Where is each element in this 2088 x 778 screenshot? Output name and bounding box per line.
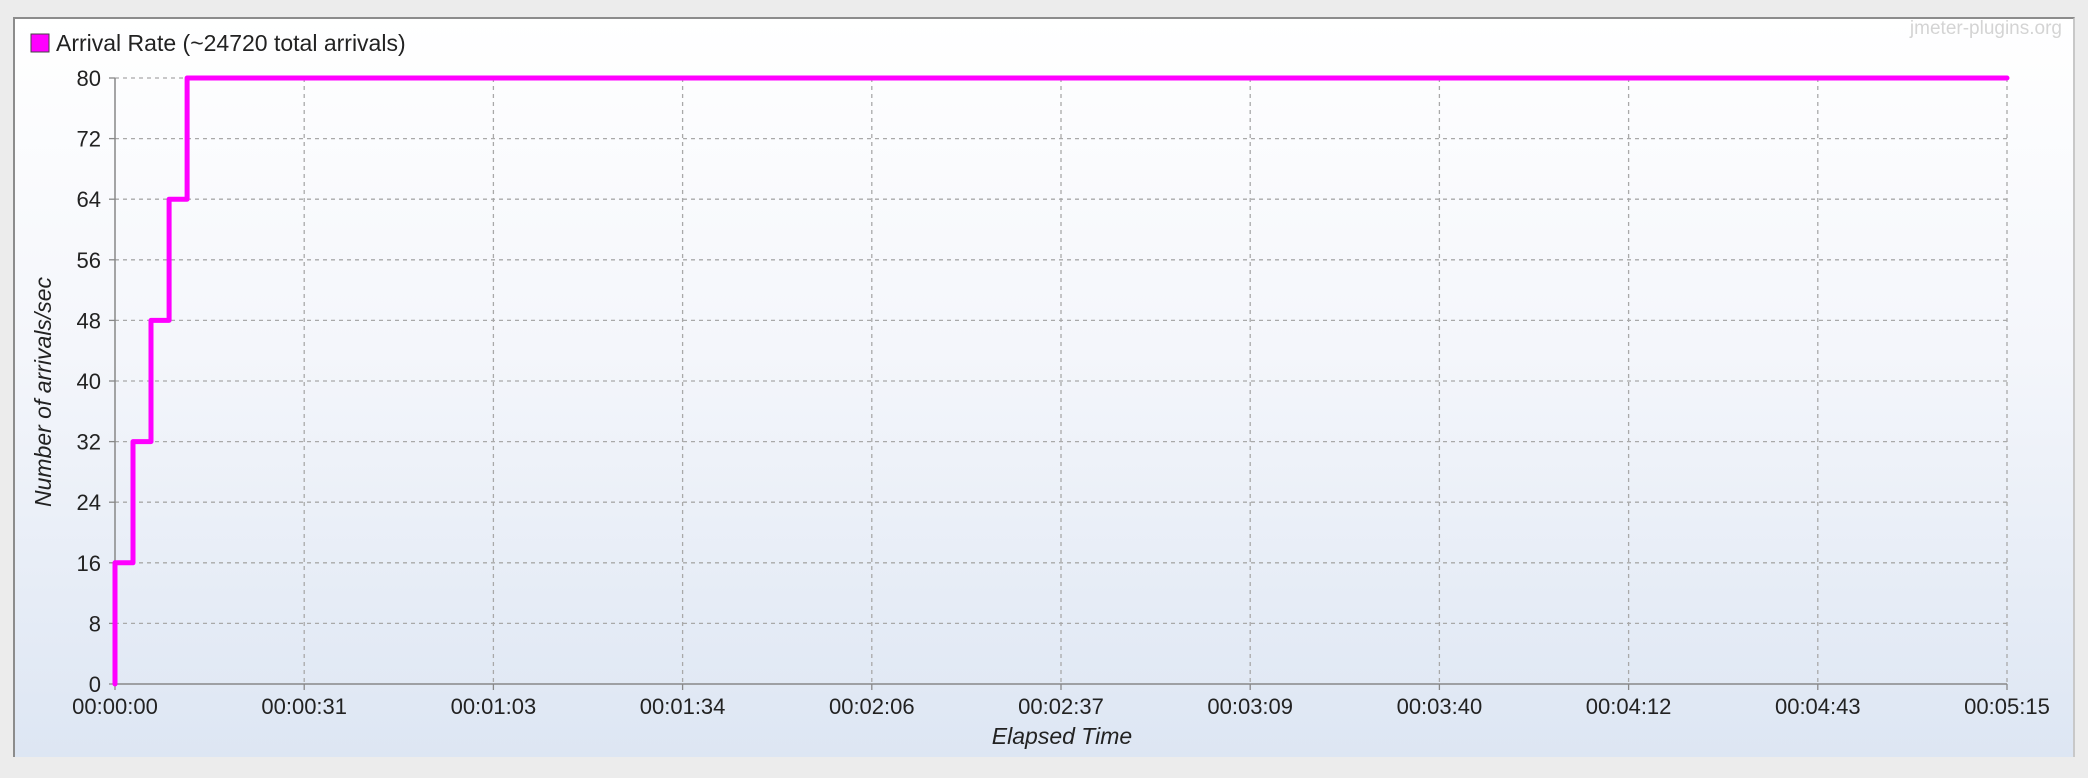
x-tick-label: 00:05:15 xyxy=(1964,694,2050,719)
y-tick-label: 72 xyxy=(77,127,101,152)
legend-label-arrival-rate: Arrival Rate (~24720 total arrivals) xyxy=(56,30,406,56)
y-tick-label: 64 xyxy=(77,187,101,212)
watermark: jmeter-plugins.org xyxy=(1909,18,2062,39)
x-tick-label: 00:03:40 xyxy=(1397,694,1483,719)
legend: Arrival Rate (~24720 total arrivals) xyxy=(30,30,406,56)
x-tick-label: 00:04:12 xyxy=(1586,694,1672,719)
x-tick-label: 00:00:31 xyxy=(261,694,347,719)
x-axis-title: Elapsed Time xyxy=(992,723,1132,749)
y-tick-label: 56 xyxy=(77,248,101,273)
plot-area: 0 8 16 24 32 40 48 56 64 72 80 00:00:00 00:00:31 00:0… xyxy=(72,66,2050,719)
x-tick-label: 00:02:06 xyxy=(829,694,915,719)
x-tick-label: 00:03:09 xyxy=(1207,694,1293,719)
y-tick-label: 24 xyxy=(77,490,101,515)
x-tick-label: 00:01:03 xyxy=(451,694,537,719)
legend-swatch-arrival-rate xyxy=(30,33,50,53)
y-tick-label: 48 xyxy=(77,308,101,333)
y-tick-label: 8 xyxy=(89,611,101,636)
chart-panel xyxy=(13,17,2075,757)
x-tick-label: 00:01:34 xyxy=(640,694,726,719)
y-tick-label: 40 xyxy=(77,369,101,394)
series-line-arrival-rate xyxy=(112,75,2010,687)
y-axis-title: Number of arrivals/sec xyxy=(30,276,56,507)
x-tick-label: 00:02:37 xyxy=(1018,694,1104,719)
y-tick-label: 0 xyxy=(89,672,101,697)
x-tick-label: 00:04:43 xyxy=(1775,694,1861,719)
x-tick-label: 00:00:00 xyxy=(72,694,158,719)
y-tick-label: 32 xyxy=(77,430,101,455)
y-tick-label: 16 xyxy=(77,551,101,576)
y-tick-label: 80 xyxy=(77,66,101,91)
